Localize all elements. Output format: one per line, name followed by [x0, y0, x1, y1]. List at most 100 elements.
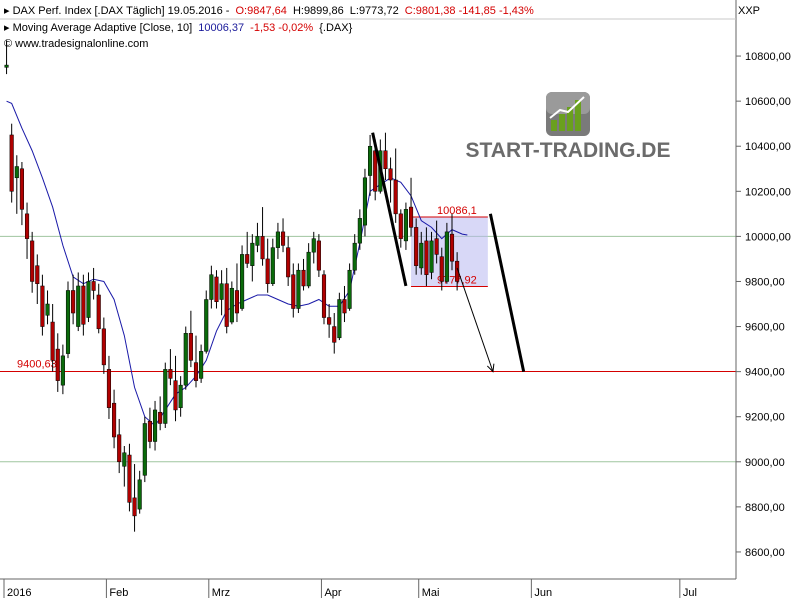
candle-body — [245, 254, 250, 264]
candle-body — [403, 209, 408, 242]
candle-body — [193, 362, 199, 381]
arrow-shaft — [456, 267, 494, 372]
candle-body — [327, 317, 332, 325]
candle-body — [424, 240, 429, 275]
candle-body — [152, 409, 158, 442]
candle-body — [444, 231, 449, 282]
ma-label: Moving Average Adaptive [Close, 10] — [13, 22, 193, 34]
header-line2: ▸ Moving Average Adaptive [Close, 10] 10… — [4, 22, 353, 34]
candle-body — [81, 285, 86, 325]
x-tick-label: Jul — [683, 587, 697, 599]
chart-header: ▸ DAX Perf. Index [.DAX Täglich] 19.05.2… — [0, 5, 736, 50]
level-label: 9400,63 — [17, 358, 57, 370]
level-label: 10086,1 — [437, 205, 477, 217]
candle-body — [439, 256, 444, 282]
low-value: L:9773,72 — [350, 5, 399, 17]
candle-body — [4, 64, 9, 68]
candle-body — [199, 351, 204, 379]
candle-body — [60, 355, 65, 386]
y-tick-label: 9600,00 — [745, 322, 785, 334]
candle-body — [347, 269, 352, 309]
ma-value: 10006,37 — [198, 22, 244, 34]
candle-body — [45, 303, 50, 316]
candle-body — [240, 254, 245, 309]
watermark-text: START-TRADING.DE — [466, 139, 671, 162]
candle-body — [188, 333, 193, 361]
candle-body — [76, 285, 81, 327]
candle-body — [316, 240, 321, 271]
x-tick-label: Feb — [109, 587, 128, 599]
candle-body — [24, 213, 30, 239]
y-tick-label: 10000,00 — [745, 231, 791, 243]
candle-body — [352, 242, 357, 271]
candle-body — [122, 452, 127, 467]
candle-body — [275, 231, 280, 248]
candle-body — [429, 240, 434, 273]
candle-body — [127, 454, 132, 503]
range-box — [411, 216, 488, 287]
candle-body — [173, 380, 178, 411]
candle-body — [214, 276, 219, 303]
candle-body — [14, 166, 19, 179]
candle-body — [35, 265, 40, 284]
candle-body — [30, 240, 35, 282]
candle-body — [286, 247, 291, 278]
candle-body — [112, 402, 117, 438]
candle-body — [393, 179, 398, 215]
y-tick-label: 8800,00 — [745, 502, 785, 514]
trend-line — [371, 132, 408, 287]
y-tick-label: 9800,00 — [745, 276, 785, 288]
candle-body — [229, 287, 234, 323]
candle-body — [332, 326, 337, 343]
website-label: www.tradesignalonline.com — [14, 38, 148, 50]
candle-body — [301, 269, 306, 287]
candle-body — [96, 294, 101, 330]
candle-body — [224, 283, 229, 327]
y-tick-label: 9200,00 — [745, 412, 785, 424]
candle-body — [219, 283, 224, 300]
ma-change: -1,53 -0,02% — [250, 22, 313, 34]
candle-body — [209, 274, 214, 300]
candle-body — [158, 411, 163, 424]
candle-body — [101, 328, 106, 366]
ma-symbol: {.DAX} — [319, 22, 352, 34]
x-tick-label: Jun — [534, 587, 552, 599]
candle-body — [265, 258, 270, 284]
candle-body — [91, 281, 96, 291]
x-tick-label: 2016 — [7, 587, 31, 599]
arrow-head — [486, 363, 495, 373]
candle-body — [106, 369, 112, 408]
candle-body — [19, 168, 24, 210]
candle-body — [337, 299, 342, 339]
ma-info-icon: ▸ — [4, 22, 13, 34]
candle-body — [178, 384, 183, 408]
candle-body — [168, 369, 173, 379]
candle-body — [55, 348, 60, 381]
copyright-icon: © — [4, 38, 15, 50]
candle-body — [260, 236, 265, 260]
candle-layer — [4, 40, 460, 532]
candle-body — [362, 177, 368, 226]
instrument-label: DAX Perf. Index [.DAX Täglich] 19.05.201… — [13, 5, 230, 17]
y-tick-label: 10400,00 — [745, 141, 791, 153]
candle-body — [132, 497, 137, 517]
trend-line — [488, 213, 526, 372]
candle-body — [280, 231, 286, 246]
candle-body — [414, 227, 419, 266]
candle-body — [137, 479, 142, 510]
y-tick-label: 10800,00 — [745, 51, 791, 63]
candle-body — [147, 420, 152, 442]
candle-body — [50, 321, 55, 361]
candle-body — [419, 242, 424, 269]
candle-body — [250, 242, 255, 266]
dax-info-icon: ▸ — [4, 5, 13, 17]
y-tick-label: 10600,00 — [745, 96, 791, 108]
candle-body — [86, 281, 91, 318]
open-value: O:9847,64 — [236, 5, 287, 17]
candle-body — [117, 434, 122, 463]
candle-body — [255, 236, 260, 246]
candle-body — [71, 290, 76, 314]
